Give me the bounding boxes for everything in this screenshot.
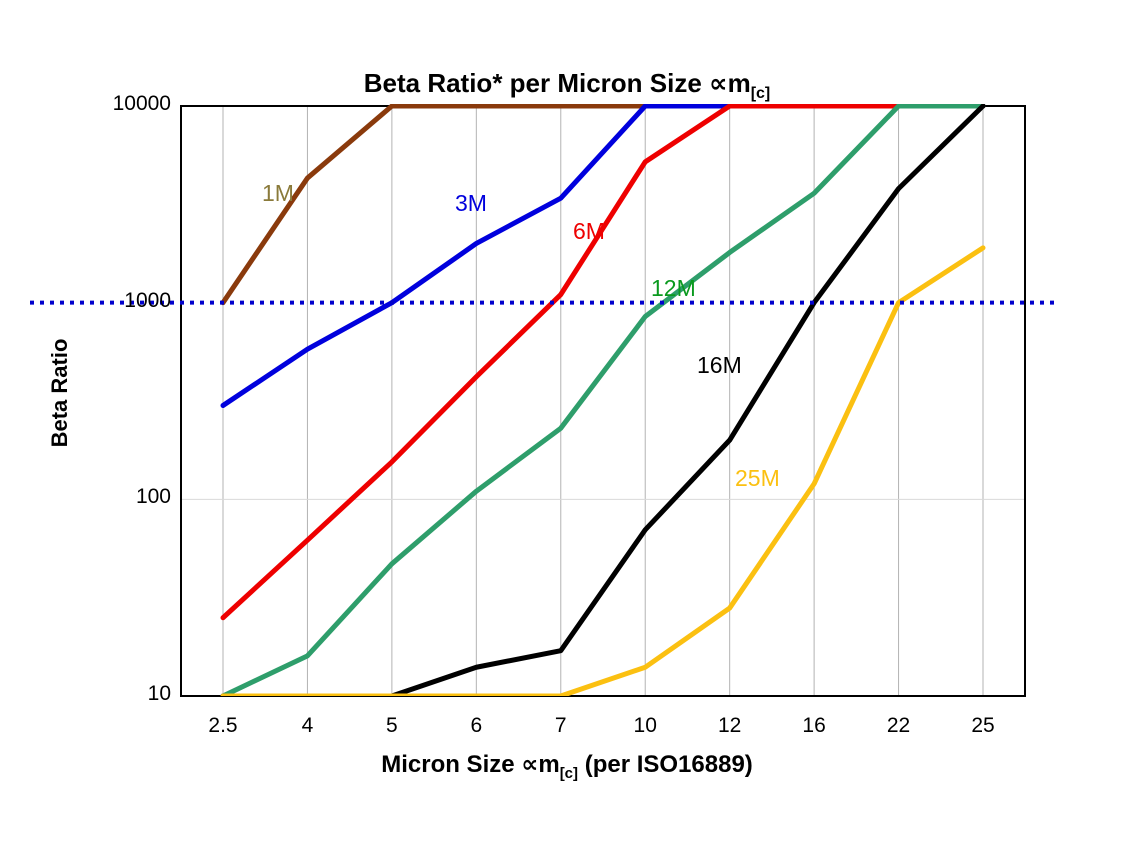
- x-axis-title: Micron Size ∝m[c] (per ISO16889): [0, 750, 1134, 782]
- x-tick-label: 10: [633, 714, 657, 737]
- series-label-3m: 3M: [455, 190, 487, 216]
- y-tick-label: 10: [147, 682, 171, 705]
- y-tick-label: 1000: [124, 288, 171, 312]
- chart-title: Beta Ratio* per Micron Size ∝m[c]: [0, 68, 1134, 103]
- y-tick-label: 10000: [112, 92, 171, 115]
- x-tick-label: 22: [886, 714, 911, 737]
- x-tick-label: 6: [470, 714, 483, 737]
- x-tick-label: 16: [802, 714, 826, 737]
- x-tick-label: 4: [301, 714, 314, 737]
- series-label-25m: 25M: [735, 465, 780, 491]
- series-label-1m: 1M: [262, 180, 294, 206]
- series-label-6m: 6M: [573, 218, 605, 244]
- series-line-6m: [220, 104, 986, 621]
- x-tick-label: 7: [554, 714, 567, 737]
- y-tick-label: 100: [135, 485, 171, 509]
- x-tick-label: 12: [717, 714, 742, 737]
- series-label-16m: 16M: [697, 352, 742, 378]
- x-axis-title-text: Micron Size ∝m[c] (per ISO16889): [381, 750, 753, 782]
- series-label-12m: 12M: [651, 275, 696, 301]
- series-line-12m: [220, 104, 986, 696]
- chart-title-text: Beta Ratio* per Micron Size ∝m[c]: [363, 68, 771, 103]
- series-line-25m: [220, 245, 986, 696]
- x-tick-label: 5: [386, 714, 398, 737]
- series-line-16m: [220, 104, 986, 696]
- x-tick-label: 2.5: [208, 714, 238, 737]
- x-tick-label: 25: [971, 714, 995, 737]
